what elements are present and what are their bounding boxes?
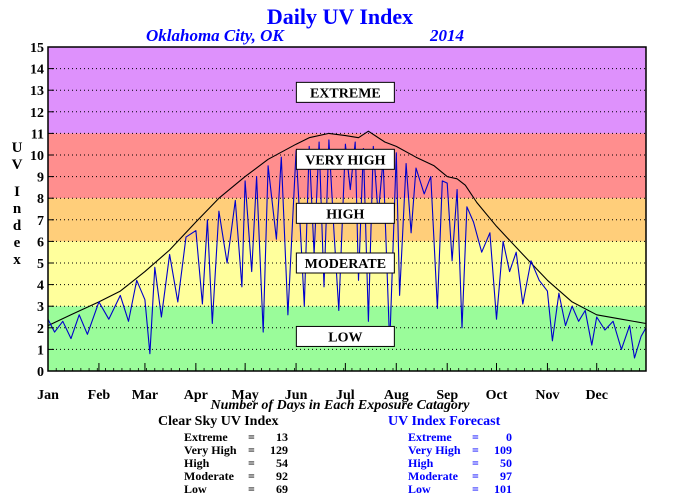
y-axis-label-char: U (11, 140, 23, 156)
band-label: EXTREME (310, 86, 381, 101)
stats-label: Extreme (408, 430, 452, 444)
stats-label: Low (184, 482, 207, 496)
y-tick-label: 5 (37, 257, 44, 272)
y-tick-label: 2 (37, 322, 44, 337)
y-tick-label: 10 (30, 149, 44, 164)
stats-value: 97 (500, 469, 512, 483)
y-axis-label-char: I (14, 184, 20, 200)
band-label-box (295, 202, 395, 224)
stats-label: High (408, 456, 434, 470)
stats-row-low: Low = 101 (408, 482, 512, 496)
stats-row-moderate: Moderate = 92 (184, 469, 288, 483)
y-tick-label: 13 (30, 84, 44, 99)
stats-label: Very High (408, 443, 461, 457)
x-tick-label: Apr (184, 388, 208, 403)
band-label-box (295, 252, 395, 274)
stats-row-very-high: Very High = 129 (184, 443, 288, 457)
x-tick-label: May (232, 388, 259, 403)
x-tick-label: Oct (486, 388, 508, 403)
band-labels: LOW MODERATE HIGH VERY HIGH EXTREME (295, 81, 395, 347)
stats-label: Moderate (184, 469, 234, 483)
y-tick-label: 15 (30, 41, 44, 56)
x-tick-label: Jul (336, 388, 355, 403)
x-tick-label: Jan (37, 388, 59, 403)
x-tick-label: Sep (436, 388, 458, 403)
x-tick-label: Feb (88, 388, 111, 403)
plot-frame (47, 46, 647, 372)
x-tick-label: Jun (285, 388, 308, 403)
chart-title: Daily UV Index (266, 4, 414, 29)
stats-label: Low (408, 482, 431, 496)
stats-row-low: Low = 69 (184, 482, 288, 496)
stats-row-extreme: Extreme = 0 (408, 430, 512, 444)
chart-location: Oklahoma City, OK (146, 26, 284, 45)
stats-value: 109 (494, 443, 512, 457)
stats-row-high: High = 54 (184, 456, 288, 470)
forecast-stats: UV Index Forecast Extreme = 0 Very High = 10… (388, 414, 512, 496)
y-axis-label-char: d (12, 218, 22, 234)
stats-label: Extreme (184, 430, 228, 444)
band-label-box (295, 148, 395, 170)
exposure-caption: Number of Days in Each Exposure Catagory (210, 398, 470, 413)
forecast-stats-header: UV Index Forecast (388, 414, 501, 429)
band-label: VERY HIGH (305, 153, 385, 168)
band-label: HIGH (326, 207, 364, 222)
band-label-box (295, 325, 395, 347)
stats-value: 129 (270, 443, 288, 457)
y-axis-label-char: V (11, 157, 23, 173)
y-tick-label: 12 (30, 106, 44, 121)
y-tick-label: 3 (37, 300, 44, 315)
y-tick-label: 0 (37, 365, 44, 380)
y-tick-label: 4 (37, 279, 44, 294)
y-tick-label: 11 (31, 127, 44, 142)
y-axis-label-char: x (13, 252, 21, 268)
stats-label: High (184, 456, 210, 470)
stats-row-high: High = 50 (408, 456, 512, 470)
stats-row-extreme: Extreme = 13 (184, 430, 288, 444)
y-tick-label: 7 (37, 214, 44, 229)
band-label: MODERATE (305, 257, 386, 272)
stats-value: 101 (494, 482, 512, 496)
x-tick-label: Aug (384, 388, 409, 403)
clear-sky-stats-header: Clear Sky UV Index (158, 414, 279, 429)
stats-row-very-high: Very High = 109 (408, 443, 512, 457)
stats-value: 54 (276, 456, 288, 470)
y-axis-label: U V I n d e x (10, 140, 24, 269)
y-tick-label: 6 (37, 235, 44, 250)
y-tick-label: 9 (37, 171, 44, 186)
stats-value: 0 (506, 430, 512, 444)
band-label: LOW (328, 330, 362, 345)
x-tick-label: Dec (585, 388, 608, 403)
stats-label: Very High (184, 443, 237, 457)
stats-value: 13 (276, 430, 288, 444)
y-axis-label-char: n (12, 201, 22, 217)
y-tick-label: 1 (37, 343, 44, 358)
x-tick-label: Mar (132, 388, 158, 403)
band-label-box (295, 81, 395, 103)
band-moderate (48, 241, 646, 307)
y-tick-label: 8 (37, 192, 44, 207)
chart-year: 2014 (430, 26, 464, 45)
stats-value: 92 (276, 469, 288, 483)
clear-sky-series-line (47, 130, 647, 327)
x-tick-labels: Jan Feb Mar Apr May Jun Jul Aug Sep Oct Nov Dec (37, 388, 608, 403)
stats-value: 69 (276, 482, 288, 496)
clear-sky-stats: Clear Sky UV Index Extreme = 13 Very High =… (158, 414, 288, 496)
stats-row-moderate: Moderate = 97 (408, 469, 512, 483)
y-axis-label-char: e (13, 235, 21, 251)
x-tick-label: Nov (535, 388, 559, 403)
stats-label: Moderate (408, 469, 458, 483)
stats-value: 50 (500, 456, 512, 470)
axes (47, 46, 647, 372)
y-tick-label: 14 (30, 63, 44, 78)
